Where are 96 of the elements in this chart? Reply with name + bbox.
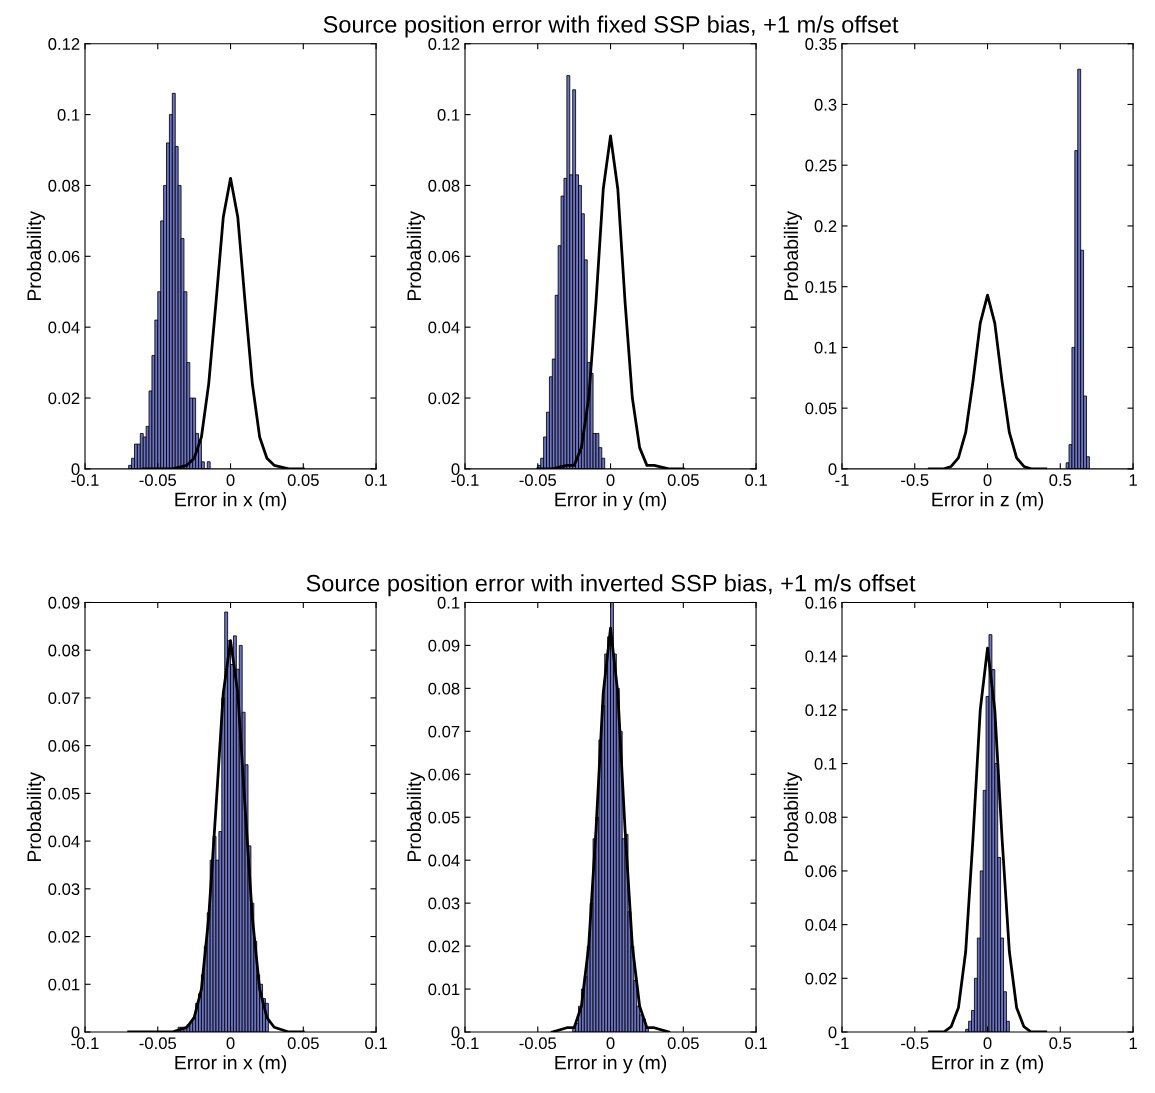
x-tick-label: 0.05 bbox=[667, 1037, 699, 1050]
y-tick-label: 0.08 bbox=[428, 682, 460, 695]
x-axis-title: Error in z (m) bbox=[932, 1055, 1044, 1074]
x-tick-label: 1 bbox=[1129, 1037, 1137, 1049]
x-tick-label: -1 bbox=[835, 1037, 849, 1049]
chart-title: Source position error with inverted SSP bias, +1 m/s offset bbox=[306, 574, 916, 597]
x-axis-title: Error in x (m) bbox=[175, 492, 287, 511]
x-tick-label: -1 bbox=[835, 474, 849, 486]
y-tick-label: 0.09 bbox=[48, 596, 80, 609]
y-tick-label: 0.07 bbox=[428, 725, 460, 738]
y-tick-label: 0.12 bbox=[48, 38, 80, 50]
x-tick-label: 0 bbox=[606, 1037, 615, 1050]
y-tick-label: 0.07 bbox=[48, 692, 80, 705]
y-tick-label: 0.1 bbox=[437, 596, 460, 609]
y-tick-label: 0.04 bbox=[48, 835, 80, 848]
x-tick-label: 0.5 bbox=[1049, 1037, 1072, 1050]
x-tick-label: -0.5 bbox=[901, 1037, 929, 1050]
x-axis-title: Error in y (m) bbox=[555, 1055, 667, 1074]
y-tick-label: 0.02 bbox=[428, 392, 460, 405]
x-tick-label: -0.05 bbox=[519, 474, 557, 486]
x-tick-label: 0.05 bbox=[287, 1037, 319, 1050]
y-tick-label: 0.12 bbox=[805, 704, 837, 717]
chart-title: Source position error with fixed SSP bias, +1 m/s offset bbox=[323, 15, 899, 38]
x-tick-label: 1 bbox=[1129, 474, 1137, 486]
x-tick-label: 0 bbox=[983, 474, 992, 486]
x-tick-label: 0 bbox=[983, 1037, 992, 1050]
x-tick-label: 0.1 bbox=[365, 474, 387, 486]
y-tick-label: 0.2 bbox=[814, 220, 837, 233]
x-tick-label: 0.5 bbox=[1049, 474, 1072, 486]
y-tick-label: 0.05 bbox=[48, 787, 80, 800]
x-tick-label: -0.1 bbox=[71, 1037, 99, 1050]
y-tick-label: 0.06 bbox=[48, 250, 80, 263]
y-tick-label: 0.14 bbox=[805, 650, 837, 663]
x-tick-label: 0 bbox=[226, 474, 235, 486]
y-tick-label: 0.06 bbox=[805, 865, 837, 878]
y-tick-label: 0 bbox=[828, 1026, 837, 1039]
y-tick-label: 0 bbox=[451, 1026, 460, 1039]
y-tick-label: 0.25 bbox=[805, 159, 837, 172]
y-tick-label: 0.04 bbox=[48, 321, 80, 334]
y-tick-label: 0.01 bbox=[48, 978, 80, 991]
x-axis-title: Error in x (m) bbox=[175, 1055, 287, 1074]
y-tick-label: 0.02 bbox=[805, 972, 837, 985]
x-tick-label: 0.05 bbox=[667, 474, 699, 486]
y-tick-label: 0.05 bbox=[428, 811, 460, 824]
y-tick-label: 0.16 bbox=[805, 596, 837, 609]
y-tick-label: 0.06 bbox=[428, 250, 460, 263]
y-tick-label: 0.08 bbox=[805, 811, 837, 824]
x-tick-label: 0.1 bbox=[745, 474, 767, 486]
y-axis-title: Probability bbox=[783, 771, 802, 862]
y-tick-label: 0.02 bbox=[48, 392, 80, 405]
y-tick-label: 0.1 bbox=[814, 341, 837, 354]
y-tick-label: 0.1 bbox=[57, 108, 80, 121]
y-tick-label: 0.15 bbox=[805, 281, 837, 293]
y-axis-title: Probability bbox=[26, 771, 45, 862]
y-tick-label: 0 bbox=[451, 463, 460, 476]
x-tick-label: -0.05 bbox=[139, 1037, 177, 1050]
x-tick-label: -0.1 bbox=[451, 1037, 479, 1050]
y-tick-label: 0.35 bbox=[805, 38, 837, 50]
x-tick-label: -0.05 bbox=[139, 474, 177, 486]
y-tick-label: 0.09 bbox=[428, 639, 460, 652]
y-tick-label: 0.03 bbox=[48, 883, 80, 896]
y-tick-label: 0.05 bbox=[805, 402, 837, 415]
x-tick-label: 0.05 bbox=[287, 474, 319, 486]
y-axis-title: Probability bbox=[26, 210, 45, 301]
x-axis-title: Error in y (m) bbox=[555, 492, 667, 511]
y-tick-label: 0.3 bbox=[814, 98, 837, 111]
y-tick-label: 0.08 bbox=[48, 179, 80, 192]
y-tick-label: 0.06 bbox=[428, 768, 460, 781]
y-tick-label: 0.03 bbox=[428, 897, 460, 910]
x-tick-label: 0 bbox=[226, 1037, 235, 1050]
x-tick-label: -0.1 bbox=[451, 474, 479, 486]
y-tick-label: 0.08 bbox=[48, 644, 80, 657]
x-tick-label: -0.5 bbox=[901, 474, 929, 486]
y-tick-label: 0 bbox=[828, 463, 837, 476]
y-axis-title: Probability bbox=[783, 210, 802, 301]
y-tick-label: 0.1 bbox=[814, 757, 837, 770]
x-tick-label: -0.05 bbox=[519, 1037, 557, 1050]
y-tick-label: 0.06 bbox=[48, 740, 80, 752]
x-tick-label: 0 bbox=[606, 474, 615, 486]
y-axis-title: Probability bbox=[406, 771, 425, 862]
x-tick-label: 0.1 bbox=[745, 1037, 767, 1050]
y-tick-label: 0.04 bbox=[428, 321, 460, 334]
y-tick-label: 0 bbox=[71, 463, 80, 476]
x-tick-label: 0.1 bbox=[365, 1037, 387, 1050]
y-tick-label: 0.12 bbox=[428, 38, 460, 50]
y-tick-label: 0.08 bbox=[428, 179, 460, 192]
y-axis-title: Probability bbox=[406, 210, 425, 301]
y-tick-label: 0 bbox=[71, 1026, 80, 1039]
y-tick-label: 0.01 bbox=[428, 983, 460, 996]
y-tick-label: 0.1 bbox=[437, 108, 460, 121]
y-tick-label: 0.04 bbox=[805, 919, 837, 931]
y-tick-label: 0.02 bbox=[48, 930, 80, 943]
y-tick-label: 0.02 bbox=[428, 940, 460, 953]
x-tick-label: -0.1 bbox=[71, 474, 99, 486]
y-tick-label: 0.04 bbox=[428, 854, 460, 867]
x-axis-title: Error in z (m) bbox=[932, 492, 1044, 511]
